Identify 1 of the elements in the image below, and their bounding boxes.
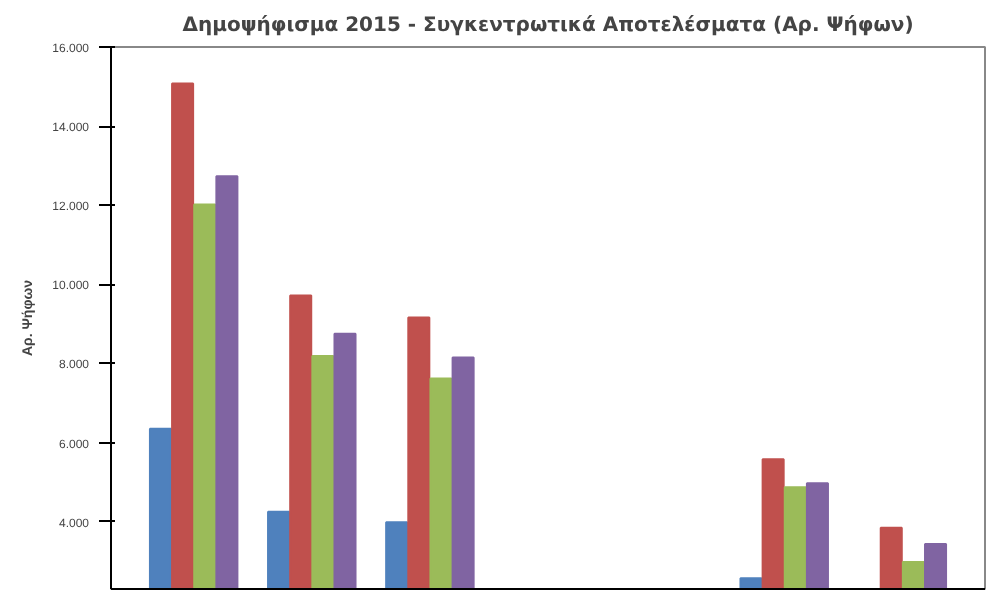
chart-title: Δημοψήφισμα 2015 - Συγκεντρωτικά Αποτελέσματα (Αρ. Ψήφων): [182, 15, 914, 37]
